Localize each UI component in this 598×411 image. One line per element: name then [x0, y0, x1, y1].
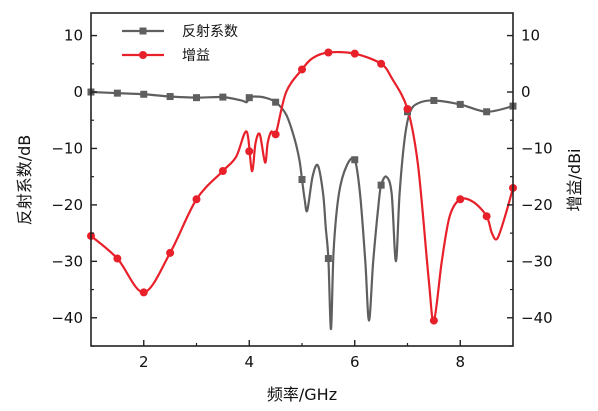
data-point-gain [456, 195, 465, 204]
data-point-gain [403, 104, 412, 113]
data-point-reflection [351, 156, 359, 164]
y-tick-label-right: 10 [521, 27, 540, 45]
data-point-gain [324, 48, 333, 57]
data-point-gain [192, 195, 201, 204]
y-tick-label-left: −30 [51, 252, 83, 270]
legend: 反射系数 增益 [122, 24, 238, 64]
y-axis-title-right: 增益/dBi [565, 149, 584, 212]
y-tick-label-right: −40 [521, 309, 553, 327]
y-tick-label-left: −10 [51, 139, 83, 157]
x-tick-label: 2 [139, 353, 149, 371]
data-point-reflection [193, 94, 200, 102]
y-tick-label-left: 0 [73, 83, 83, 101]
data-point-gain [377, 59, 386, 68]
data-point-reflection [298, 176, 306, 183]
data-point-gain [271, 130, 280, 139]
data-point-gain [218, 167, 227, 176]
y-tick-label-right: −20 [521, 196, 553, 214]
legend-label-reflection: 反射系数 [182, 24, 238, 40]
data-point-reflection [245, 94, 253, 102]
data-point-gain [429, 316, 438, 325]
data-point-reflection [324, 255, 332, 263]
legend-marker-gain [139, 51, 147, 59]
data-point-reflection [377, 181, 385, 189]
y-tick-label-right: 0 [521, 83, 531, 101]
data-point-reflection [166, 93, 174, 101]
y-tick-label-left: −40 [51, 309, 83, 327]
data-point-gain [113, 254, 122, 263]
data-point-gain [298, 65, 306, 74]
legend-marker-reflection [139, 27, 147, 35]
y-tick-label-left: 10 [64, 27, 83, 45]
data-point-gain [166, 248, 175, 257]
data-point-reflection [140, 90, 148, 98]
x-tick-label: 8 [455, 353, 465, 371]
data-point-reflection [483, 108, 491, 116]
series-line-reflection [91, 90, 513, 331]
x-axis-title: 频率/GHz [267, 385, 337, 404]
legend-label-gain: 增益 [182, 48, 210, 64]
plot-area [87, 48, 517, 331]
data-point-reflection [113, 89, 121, 97]
data-point-reflection [456, 100, 464, 108]
data-point-gain [350, 49, 359, 58]
y-tick-label-right: −10 [521, 139, 553, 157]
x-tick-label: 4 [244, 353, 254, 371]
y-tick-label-right: −30 [521, 252, 553, 270]
data-point-gain [482, 212, 491, 221]
x-tick-label: 6 [350, 353, 360, 371]
data-point-gain [245, 147, 254, 156]
data-point-reflection [272, 98, 280, 106]
y-tick-label-left: −20 [51, 196, 83, 214]
data-point-gain [139, 288, 148, 297]
y-axis-title-left: 反射系数/dB [15, 135, 34, 226]
data-point-reflection [430, 96, 438, 104]
data-point-reflection [219, 93, 227, 101]
